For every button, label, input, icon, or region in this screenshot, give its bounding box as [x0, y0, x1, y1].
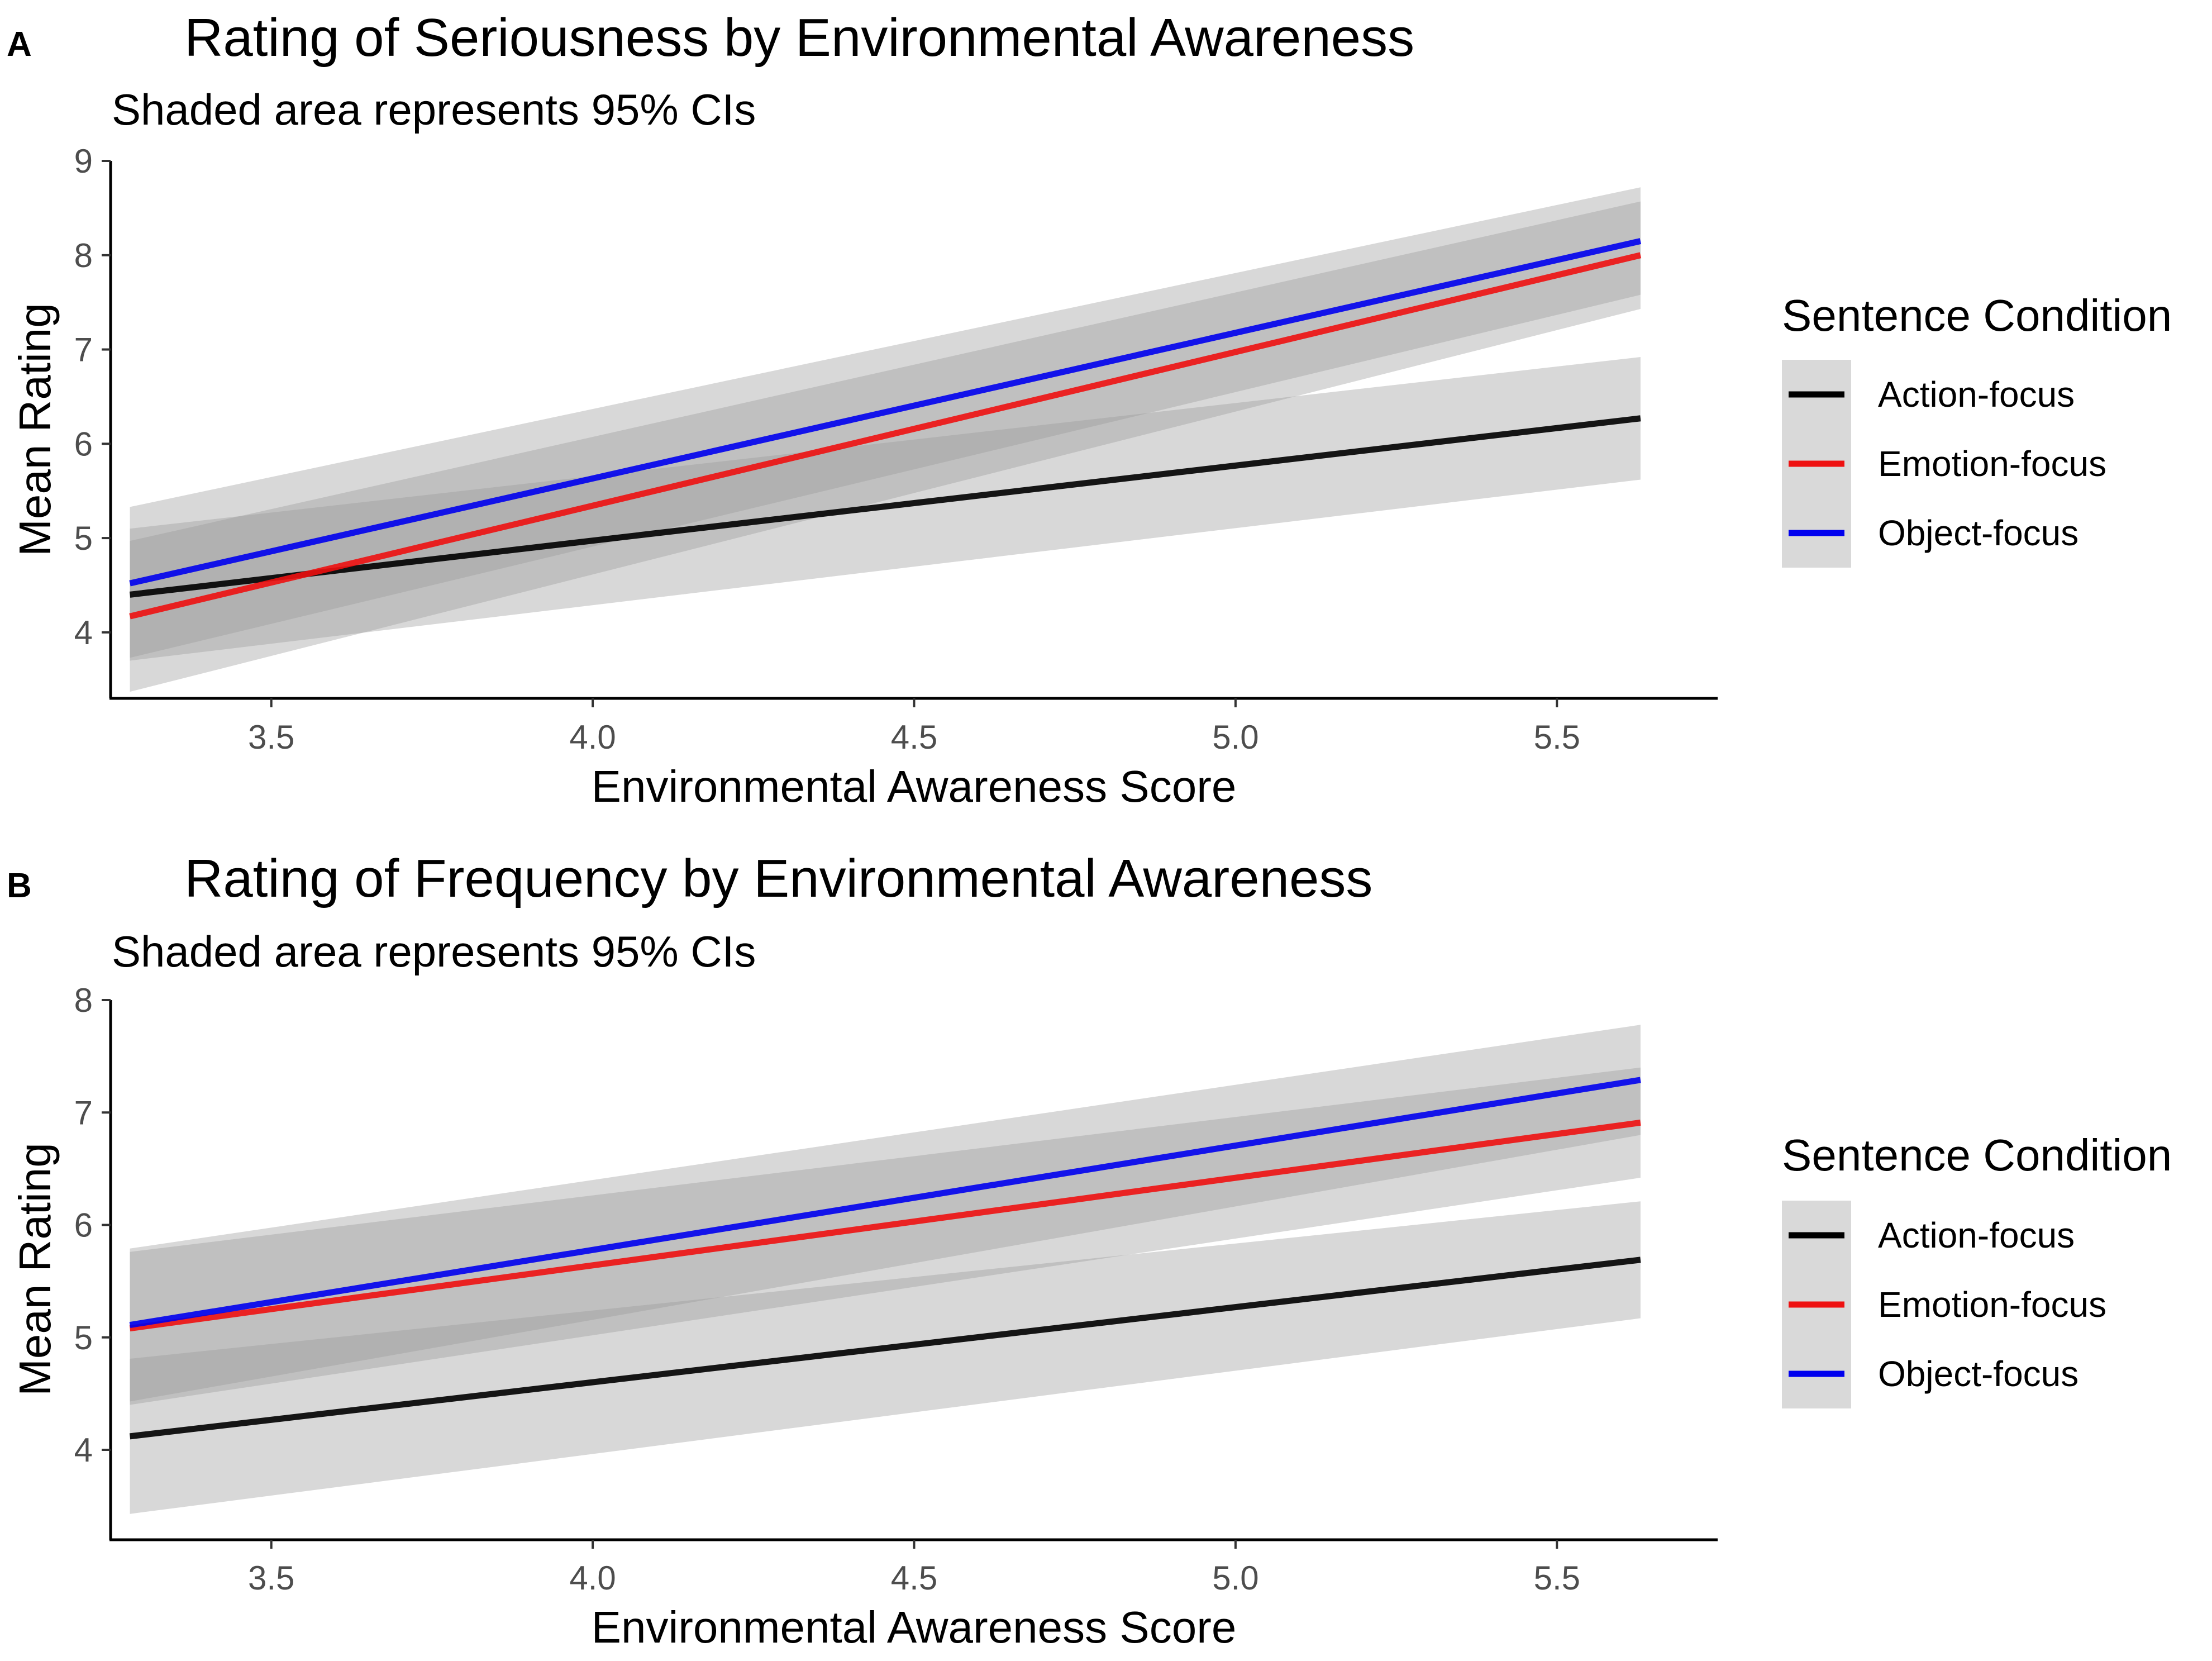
panel-b-y-tick-label: 4: [74, 1431, 93, 1469]
panel-a-x-axis-title: Environmental Awareness Score: [592, 762, 1237, 811]
panel-a-x-tick-label: 5.5: [1534, 718, 1580, 756]
panel-b-y-tick-label: 6: [74, 1207, 93, 1244]
panel-a-subtitle: Shaded area represents 95% CIs: [112, 85, 756, 134]
panel-a-y-tick-label: 8: [74, 237, 93, 274]
panel-b-line-object-focus: [129, 1077, 1641, 1329]
panel-a-line-emotion-focus: [129, 252, 1642, 620]
panel-a-ci-band-object-focus: [130, 187, 1641, 658]
panel-a-line-object-focus: [129, 238, 1642, 587]
panel-label-a: A: [7, 25, 32, 64]
panel-b-ci-band-action-focus: [130, 1201, 1641, 1514]
panel-a-legend-label-action-focus: Action-focus: [1878, 374, 2075, 415]
panel-b-ci-band-object-focus: [130, 1025, 1641, 1402]
panel-b-line-action-focus: [129, 1257, 1641, 1440]
panel-a-title: Rating of Seriousness by Environmental A…: [184, 8, 1414, 68]
panel-a-line-action-focus: [129, 415, 1641, 598]
panel-b: B Rating of Frequency by Environmental A…: [7, 849, 2172, 1652]
panel-b-x-tick-label: 4.0: [569, 1559, 616, 1597]
panel-b-x-ticks: 3.5 4.0 4.5 5.0 5.5: [248, 1540, 1580, 1597]
panel-a-y-ticks: 4 5 6 7 8 9: [74, 142, 111, 651]
panel-a-legend-label-emotion-focus: Emotion-focus: [1878, 444, 2106, 484]
panel-a-legend-title: Sentence Condition: [1782, 291, 2172, 340]
panel-b-y-tick-label: 8: [74, 982, 93, 1019]
panel-a: A Rating of Seriousness by Environmental…: [7, 8, 2172, 811]
panel-b-legend-label-emotion-focus: Emotion-focus: [1878, 1284, 2106, 1325]
panel-a-x-tick-label: 4.0: [569, 718, 616, 756]
panel-b-legend: Action-focus Emotion-focus Object-focus: [1782, 1201, 2106, 1408]
panel-b-legend-label-action-focus: Action-focus: [1878, 1215, 2075, 1255]
panel-a-plot-area: [129, 187, 1642, 692]
panel-a-y-tick-label: 4: [74, 614, 93, 651]
panel-b-x-tick-label: 5.5: [1534, 1559, 1580, 1597]
panel-a-legend: Action-focus Emotion-focus Object-focus: [1782, 360, 2106, 568]
panel-a-y-tick-label: 9: [74, 142, 93, 180]
panel-b-y-axis-title: Mean Rating: [10, 1143, 60, 1396]
panel-b-y-tick-label: 7: [74, 1094, 93, 1131]
panel-b-y-tick-label: 5: [74, 1319, 93, 1357]
panel-b-x-tick-label: 3.5: [248, 1559, 294, 1597]
panel-b-x-tick-label: 4.5: [891, 1559, 937, 1597]
panel-b-subtitle: Shaded area represents 95% CIs: [112, 927, 756, 976]
panel-a-x-tick-label: 4.5: [891, 718, 937, 756]
panel-b-line-emotion-focus: [129, 1119, 1641, 1332]
panel-a-y-tick-label: 7: [74, 331, 93, 369]
panel-a-y-tick-label: 5: [74, 520, 93, 557]
panel-label-b: B: [7, 867, 32, 905]
panel-b-legend-title: Sentence Condition: [1782, 1130, 2172, 1180]
panel-a-y-tick-label: 6: [74, 425, 93, 463]
panel-a-x-tick-label: 5.0: [1212, 718, 1258, 756]
panel-a-x-tick-label: 3.5: [248, 718, 294, 756]
panel-b-ci-band-emotion-focus: [130, 1067, 1641, 1405]
panel-a-y-axis-title: Mean Rating: [10, 303, 60, 556]
panel-b-x-tick-label: 5.0: [1212, 1559, 1258, 1597]
panel-b-title: Rating of Frequency by Environmental Awa…: [184, 849, 1372, 908]
panel-b-plot-area: [129, 1025, 1641, 1514]
panel-b-legend-label-object-focus: Object-focus: [1878, 1354, 2078, 1394]
panel-a-x-ticks: 3.5 4.0 4.5 5.0 5.5: [248, 698, 1580, 756]
panel-b-y-ticks: 4 5 6 7 8: [74, 982, 111, 1469]
panel-b-x-axis-title: Environmental Awareness Score: [592, 1602, 1237, 1652]
panel-a-legend-label-object-focus: Object-focus: [1878, 513, 2078, 553]
